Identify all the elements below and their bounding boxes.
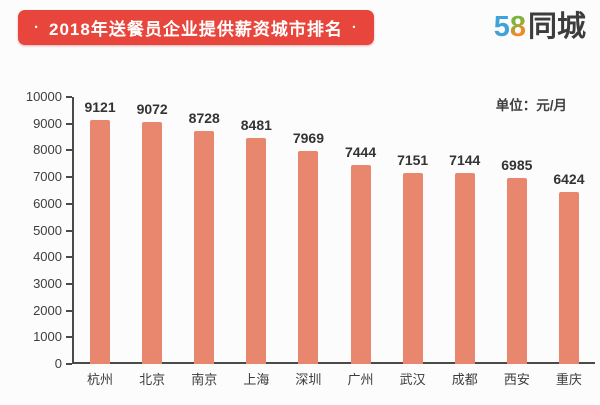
logo-tongcheng-text: 同城 (527, 11, 586, 43)
y-axis-tick-label: 9000 (33, 115, 62, 131)
y-axis-tick-label: 6000 (33, 195, 62, 211)
bar-西安 (506, 177, 527, 364)
bar-深圳 (298, 151, 319, 364)
y-axis-tick (66, 309, 72, 312)
logo-digit-5: 5 (493, 11, 510, 43)
bar-南京 (194, 130, 215, 364)
bar-value-label: 7969 (292, 130, 325, 147)
y-axis-tick-label: 3000 (33, 275, 62, 291)
bar-成都 (454, 173, 475, 364)
y-axis-tick (66, 202, 72, 205)
y-axis-tick (66, 256, 72, 259)
bar-value-label: 6424 (553, 171, 585, 188)
y-axis-tick (66, 229, 72, 232)
title-dot-right: · (351, 19, 358, 36)
y-axis-tick (66, 282, 72, 285)
bar-广州 (350, 165, 371, 364)
bar-武汉 (402, 173, 423, 364)
y-axis-tick-label: 7000 (33, 169, 62, 185)
bar-value-label: 9121 (84, 99, 116, 116)
y-axis-tick-label: 10000 (25, 89, 62, 104)
y-axis-tick-label: 0 (54, 356, 62, 371)
bar-value-label: 8481 (240, 116, 272, 133)
bar-value-label: 7444 (344, 144, 377, 161)
bar-value-label: 9072 (136, 100, 168, 117)
y-axis-tick-label: 2000 (33, 302, 62, 318)
logo-digit-8: 8 (509, 11, 526, 43)
title-dot-left: · (34, 19, 40, 36)
y-axis-tick (66, 149, 72, 152)
y-axis-tick (66, 122, 72, 125)
x-axis-label: 成都 (451, 372, 478, 387)
bar-value-label: 7144 (449, 152, 481, 169)
plot-area (72, 97, 595, 364)
y-axis-tick (66, 363, 72, 365)
x-axis-label: 杭州 (87, 372, 114, 387)
bar-重庆 (558, 192, 579, 364)
y-axis-tick (66, 176, 72, 179)
x-axis-label: 武汉 (399, 372, 426, 387)
bar-杭州 (90, 120, 111, 364)
x-axis-label: 西安 (503, 372, 530, 387)
bar-北京 (142, 121, 163, 364)
y-axis-tick-label: 4000 (33, 249, 62, 265)
x-axis-label: 北京 (139, 372, 166, 387)
title-banner: · 2018年送餐员企业提供薪资城市排名 · (18, 10, 374, 45)
bar-value-label: 7151 (397, 152, 429, 169)
x-axis-label: 南京 (191, 372, 218, 387)
y-axis-tick (66, 96, 72, 98)
y-axis-tick-label: 5000 (33, 222, 62, 238)
x-axis-label: 重庆 (555, 372, 582, 387)
page-title: 2018年送餐员企业提供薪资城市排名 (49, 20, 343, 39)
logo-58tongcheng: 58同城 (494, 11, 586, 43)
bar-上海 (246, 137, 267, 364)
y-axis-tick-label: 8000 (33, 142, 62, 158)
unit-label: 单位：元/月 (495, 98, 567, 113)
y-axis-tick (66, 336, 72, 339)
x-axis-label: 上海 (243, 372, 270, 387)
x-axis-label: 广州 (347, 372, 374, 387)
bar-value-label: 8728 (188, 109, 220, 126)
bar-value-label: 6985 (501, 156, 533, 173)
y-axis-tick-label: 1000 (33, 329, 62, 345)
x-axis-label: 深圳 (295, 372, 322, 387)
